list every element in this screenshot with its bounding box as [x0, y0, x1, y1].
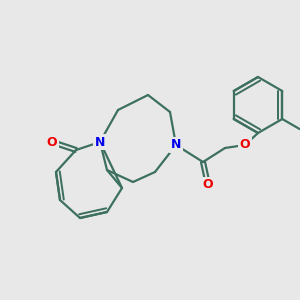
Text: N: N: [171, 139, 181, 152]
Text: O: O: [47, 136, 57, 148]
Text: O: O: [203, 178, 213, 191]
Text: O: O: [240, 139, 250, 152]
Text: N: N: [95, 136, 105, 148]
